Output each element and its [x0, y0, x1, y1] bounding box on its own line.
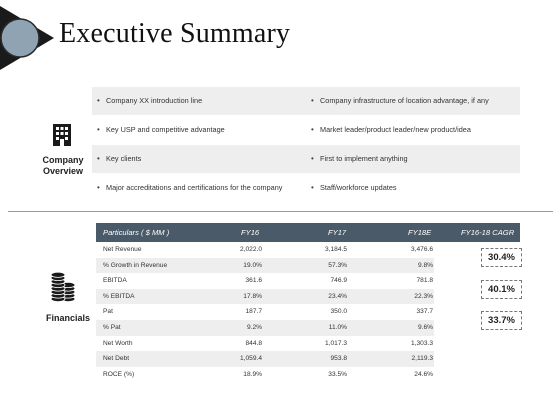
table-row: % Pat 9.2% 11.0% 9.6% — [96, 320, 434, 336]
row-label: EBITDA — [103, 277, 127, 285]
cell-fy16: 17.8% — [243, 292, 262, 300]
row-label: Net Revenue — [103, 246, 142, 253]
cell-fy18: 22.3% — [414, 292, 433, 300]
header-particulars: Particulars ( $ MM ) — [103, 228, 170, 237]
table-row: % EBITDA 17.8% 23.4% 22.3% — [96, 288, 434, 305]
overview-item: First to implement anything — [311, 145, 408, 173]
row-label: ROCE (%) — [103, 370, 135, 378]
cell-fy16: 187.7 — [245, 308, 262, 316]
cagr-badge: 33.7% — [481, 311, 522, 330]
cell-fy18: 337.7 — [416, 308, 433, 316]
overview-item: Key USP and competitive advantage — [97, 116, 225, 144]
cell-fy17: 33.5% — [328, 370, 347, 378]
overview-item: Company infrastructure of location advan… — [311, 87, 489, 115]
cell-fy17: 953.8 — [330, 355, 347, 363]
row-label: % Growth in Revenue — [103, 261, 168, 269]
table-row: Net Revenue 2,022.0 3,184.5 3,476.6 — [96, 242, 434, 258]
section-divider — [8, 211, 553, 212]
cell-fy16: 9.2% — [246, 324, 262, 331]
financials-label: Financials — [45, 313, 90, 323]
cell-fy16: 361.6 — [245, 277, 262, 285]
table-row: Net Worth 844.8 1,017.3 1,303.3 — [96, 336, 434, 352]
table-row: % Growth in Revenue 19.0% 57.3% 9.8% — [96, 257, 434, 274]
cell-fy17: 746.9 — [330, 277, 347, 285]
cell-fy18: 1,303.3 — [411, 339, 433, 347]
cell-fy16: 18.9% — [243, 370, 262, 378]
header-fy18: FY18E — [408, 228, 432, 237]
cell-fy17: 23.4% — [328, 292, 347, 300]
overview-item: Major accreditations and certifications … — [97, 174, 282, 202]
building-icon — [53, 124, 71, 146]
cell-fy17: 1,017.3 — [325, 339, 347, 347]
cell-fy16: 1,059.4 — [240, 355, 262, 363]
table-row: EBITDA 361.6 746.9 781.8 — [96, 273, 434, 289]
cell-fy16: 19.0% — [243, 261, 262, 269]
overview-item: Company XX introduction line — [97, 87, 202, 115]
table-row: Net Debt 1,059.4 953.8 2,119.3 — [96, 351, 434, 367]
overview-item: Market leader/product leader/new product… — [311, 116, 471, 144]
overview-row: Major accreditations and certifications … — [92, 174, 520, 202]
table-row: ROCE (%) 18.9% 33.5% 24.6% — [96, 367, 434, 383]
cell-fy17: 350.0 — [330, 308, 347, 316]
row-label: % EBITDA — [103, 292, 135, 300]
page-title: Executive Summary — [59, 18, 291, 49]
table-row: Pat 187.7 350.0 337.7 — [96, 304, 434, 320]
cell-fy18: 2,119.3 — [411, 355, 433, 363]
cell-fy16: 2,022.0 — [240, 246, 262, 253]
row-label: Net Worth — [103, 339, 133, 347]
header-cagr: FY16-18 CAGR — [461, 228, 515, 237]
cell-fy18: 24.6% — [414, 370, 433, 378]
cell-fy18: 781.8 — [416, 277, 433, 285]
overview-item: Key clients — [97, 145, 141, 173]
cell-fy16: 844.8 — [245, 339, 262, 347]
cell-fy17: 11.0% — [328, 324, 347, 331]
coin-stacks-icon — [50, 272, 76, 302]
overview-row: Key USP and competitive advantage Market… — [92, 116, 520, 144]
overview-item: Staff/workforce updates — [311, 174, 396, 202]
header-fy17: FY17 — [328, 228, 347, 237]
logo-icon — [0, 6, 54, 70]
cell-fy18: 3,476.6 — [411, 246, 433, 253]
cell-fy17: 3,184.5 — [325, 246, 347, 253]
overview-row: Company XX introduction line Company inf… — [92, 87, 520, 115]
cell-fy18: 9.6% — [417, 324, 433, 331]
cell-fy18: 9.8% — [417, 261, 433, 269]
cagr-badge: 40.1% — [481, 280, 522, 299]
row-label: Net Debt — [103, 355, 130, 363]
cell-fy17: 57.3% — [328, 261, 347, 269]
table-header: Particulars ( $ MM ) FY16 FY17 FY18E FY1… — [96, 223, 520, 242]
cagr-badge: 30.4% — [481, 248, 522, 267]
overview-row: Key clients First to implement anything — [92, 145, 520, 173]
row-label: Pat — [103, 308, 113, 316]
overview-label: Company Overview — [42, 155, 84, 176]
header-fy16: FY16 — [241, 228, 260, 237]
row-label: % Pat — [103, 324, 121, 331]
